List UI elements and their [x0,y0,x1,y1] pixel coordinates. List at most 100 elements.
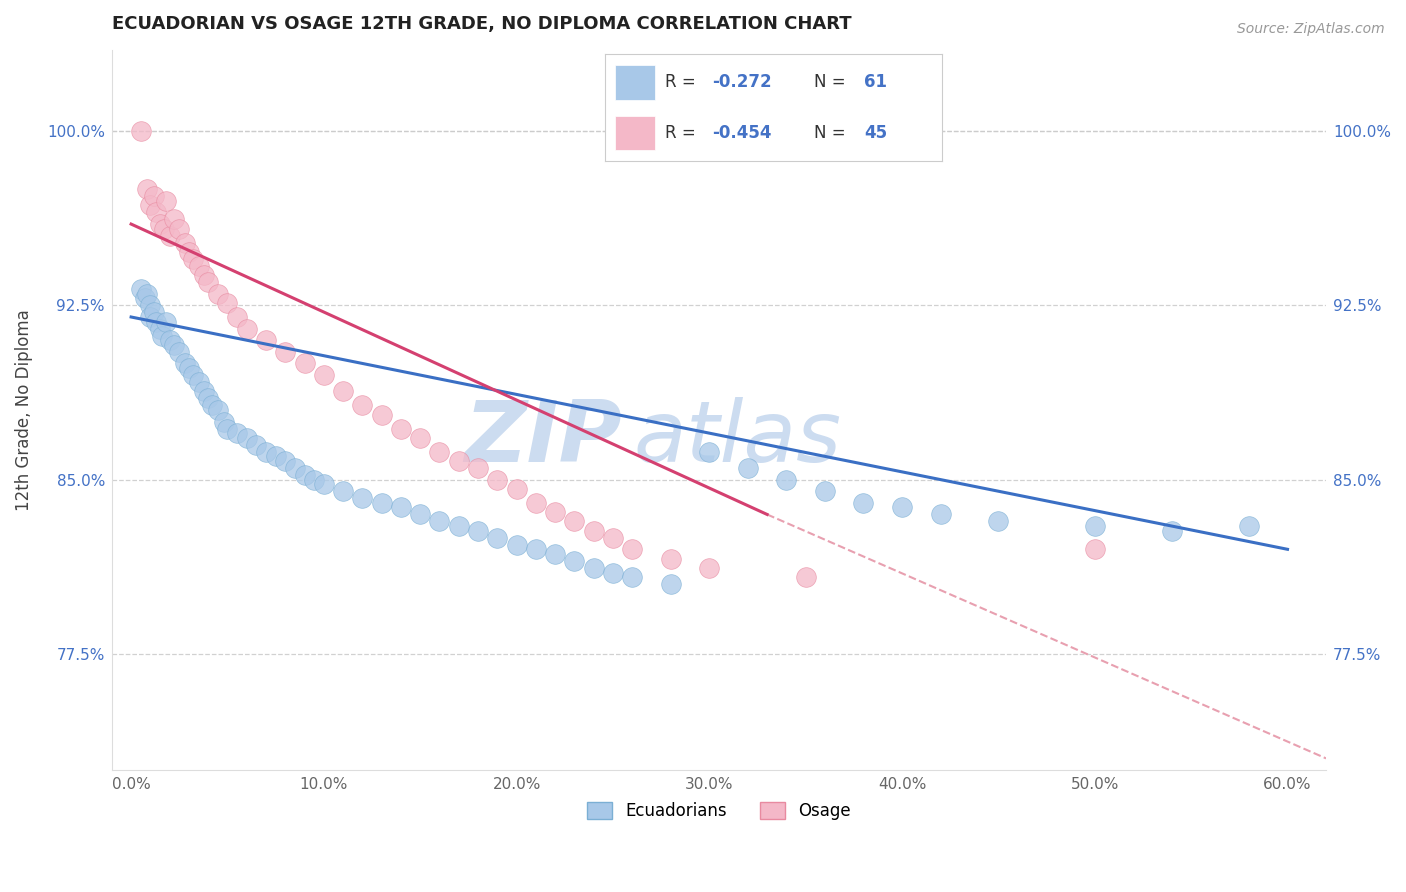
Point [197,275,219,289]
Point [737,461,759,475]
Point [582,561,605,575]
Point [352,491,374,506]
Point [145,315,167,329]
Point [155,194,177,208]
Point [621,542,644,557]
Point [143,305,166,319]
Text: R =: R = [665,73,702,91]
Point [187,259,209,273]
Text: Source: ZipAtlas.com: Source: ZipAtlas.com [1237,22,1385,37]
FancyBboxPatch shape [614,65,655,100]
Point [149,217,172,231]
Point [409,508,432,522]
Point [602,531,624,545]
Point [217,421,239,435]
Point [312,368,335,382]
Point [193,268,215,282]
Point [177,361,200,376]
Point [212,415,235,429]
Point [245,438,267,452]
Text: -0.272: -0.272 [713,73,772,91]
Point [775,473,797,487]
Point [207,403,229,417]
Point [135,182,157,196]
Point [524,542,547,557]
Point [429,444,451,458]
Point [370,408,392,422]
FancyBboxPatch shape [614,116,655,150]
Point [174,356,197,370]
Point [226,310,249,324]
Point [621,570,644,584]
Point [891,500,914,515]
Point [169,221,191,235]
Text: 61: 61 [865,73,887,91]
Point [582,524,605,538]
Point [697,561,720,575]
Point [312,477,335,491]
Point [524,496,547,510]
Point [235,321,257,335]
Point [139,310,162,324]
Point [794,570,817,584]
Point [370,496,392,510]
Point [226,426,249,441]
Text: ECUADORIAN VS OSAGE 12TH GRADE, NO DIPLOMA CORRELATION CHART: ECUADORIAN VS OSAGE 12TH GRADE, NO DIPLO… [112,15,852,33]
Point [129,124,152,138]
Point [155,315,177,329]
Point [145,205,167,219]
Point [129,282,152,296]
Point [389,500,412,515]
Point [159,228,181,243]
Point [697,444,720,458]
Point [505,538,527,552]
Point [294,356,316,370]
Point [159,333,181,347]
Point [201,398,224,412]
Point [332,384,354,399]
Point [150,328,173,343]
Text: atlas: atlas [634,397,842,480]
Point [505,482,527,496]
Point [659,577,682,591]
Point [389,421,412,435]
Point [181,252,204,266]
Point [193,384,215,399]
Point [235,431,257,445]
Point [447,454,470,468]
Point [659,551,682,566]
Text: 45: 45 [865,124,887,142]
Point [564,515,586,529]
Point [162,212,184,227]
Point [274,344,297,359]
Point [602,566,624,580]
Y-axis label: 12th Grade, No Diploma: 12th Grade, No Diploma [15,309,32,511]
Point [467,524,489,538]
Point [544,547,567,561]
Point [162,338,184,352]
Text: N =: N = [814,73,851,91]
Point [177,244,200,259]
Point [1084,519,1107,533]
Text: R =: R = [665,124,702,142]
Text: ZIP: ZIP [464,397,621,480]
Point [302,473,325,487]
Point [134,292,156,306]
Point [486,473,509,487]
Point [181,368,204,382]
Point [207,286,229,301]
Point [284,461,307,475]
Legend: Ecuadorians, Osage: Ecuadorians, Osage [581,795,858,827]
Point [987,515,1010,529]
Point [217,296,239,310]
Point [197,392,219,406]
Point [143,189,166,203]
Point [852,496,875,510]
Point [447,519,470,533]
Point [409,431,432,445]
Point [254,333,277,347]
Point [1084,542,1107,557]
Point [352,398,374,412]
Text: -0.454: -0.454 [713,124,772,142]
Point [429,515,451,529]
